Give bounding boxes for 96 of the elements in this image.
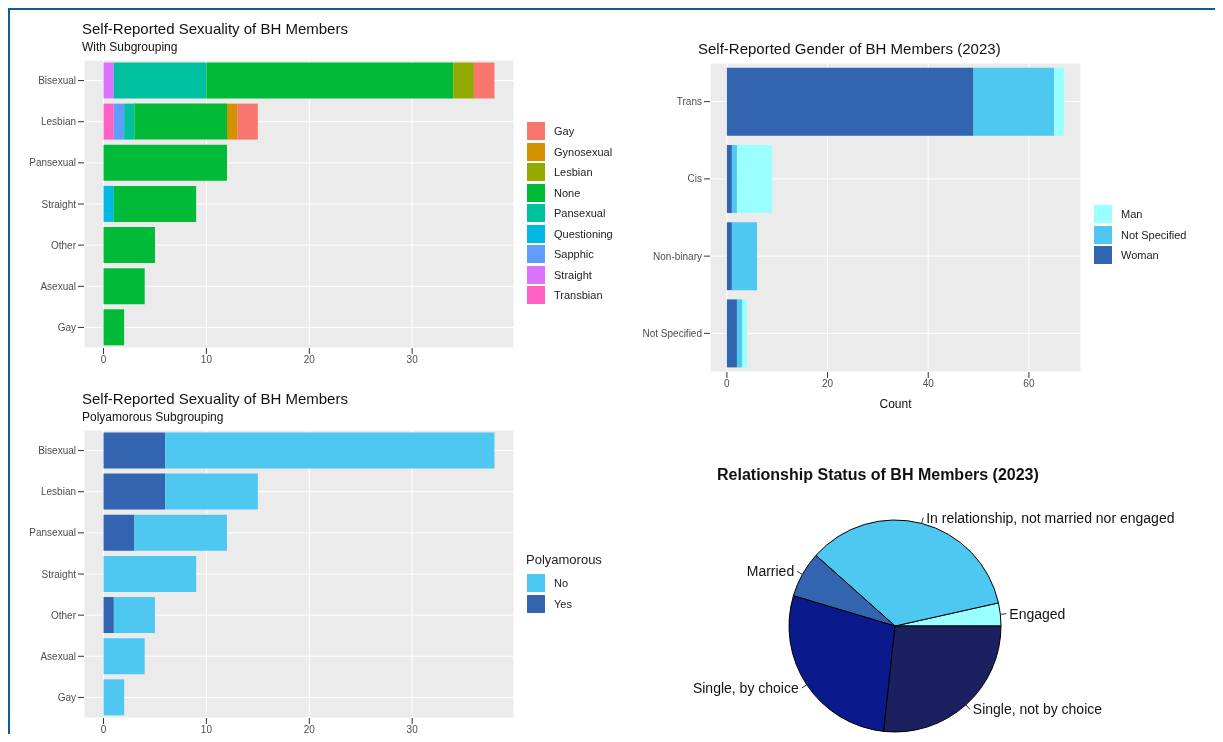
legend-label: Straight: [554, 268, 592, 281]
x-tick-label: 0: [100, 354, 107, 366]
bar: [103, 227, 155, 264]
bar: [237, 103, 258, 140]
bar: [113, 185, 197, 222]
y-tick-label: Lesbian: [40, 116, 76, 128]
slice-label: Engaged: [1009, 605, 1066, 622]
bar: [103, 309, 125, 346]
legend-label: Man: [1121, 208, 1143, 220]
slice-label: Single, not by choice: [972, 701, 1103, 718]
y-tick-label: Not Specified: [642, 327, 702, 339]
legend-title: Polyamorous: [526, 552, 602, 567]
bar: [741, 299, 747, 368]
bar: [453, 62, 474, 99]
y-tick-label: Bisexual: [38, 445, 76, 457]
legend-label: None: [554, 186, 581, 199]
bar: [103, 62, 114, 99]
chart-title: Relationship Status of BH Members (2023): [716, 466, 1040, 484]
bar: [731, 222, 758, 291]
bar: [726, 144, 732, 213]
bar: [103, 638, 145, 675]
y-tick-label: Pansexual: [29, 527, 76, 539]
bar: [103, 268, 145, 305]
legend-label: No: [554, 577, 569, 590]
slice-label: In relationship, not married nor engaged: [926, 509, 1175, 526]
y-tick-label: Trans: [676, 96, 702, 108]
legend-label: Not Specified: [1121, 228, 1187, 241]
x-tick-label: 60: [1023, 378, 1035, 390]
chart-subtitle: Polyamorous Subgrouping: [82, 410, 225, 424]
x-tick-label: 20: [303, 724, 316, 736]
bar: [165, 473, 258, 510]
x-tick-label: 10: [200, 724, 213, 736]
x-tick-label: 0: [724, 378, 731, 390]
chart-subtitle: With Subgrouping: [82, 40, 179, 54]
bar: [726, 67, 974, 136]
bar: [226, 103, 238, 140]
y-tick-label: Gay: [57, 691, 76, 703]
bar: [473, 62, 495, 99]
x-tick-label: 40: [922, 378, 935, 390]
y-tick-label: Cis: [687, 173, 702, 185]
bar: [103, 432, 166, 469]
y-tick-label: Other: [50, 609, 77, 621]
x-tick-label: 30: [406, 724, 419, 736]
y-tick-label: Other: [50, 239, 77, 251]
y-tick-label: Asexual: [40, 280, 76, 292]
legend-label: Yes: [554, 597, 572, 610]
legend-label: Sapphic: [554, 248, 594, 260]
bar: [726, 222, 732, 291]
bar: [103, 103, 114, 140]
x-tick-label: 10: [200, 354, 213, 366]
x-tick-label: 0: [100, 724, 107, 736]
bar: [103, 679, 125, 716]
y-tick-label: Lesbian: [40, 486, 76, 498]
chart-title: Self-Reported Sexuality of BH Members: [82, 20, 349, 37]
x-axis-title: Count: [879, 397, 913, 411]
y-tick-label: Asexual: [40, 650, 76, 662]
bar: [103, 185, 114, 222]
legend-label: Lesbian: [554, 166, 593, 178]
bar: [206, 62, 454, 99]
bar: [113, 62, 207, 99]
bar: [731, 144, 737, 213]
y-tick-label: Non-binary: [653, 250, 702, 262]
bar: [736, 299, 742, 368]
y-tick-label: Pansexual: [29, 157, 76, 169]
bar: [134, 514, 227, 551]
bar: [124, 103, 135, 140]
chart-title: Self-Reported Gender of BH Members (2023): [698, 40, 1002, 57]
legend-label: Woman: [1121, 249, 1159, 261]
legend-label: Gynosexual: [554, 145, 613, 158]
x-tick-label: 30: [406, 354, 419, 366]
bar: [103, 144, 227, 181]
x-tick-label: 20: [821, 378, 834, 390]
bar: [103, 597, 114, 634]
bar: [973, 67, 1055, 136]
bar: [1054, 67, 1065, 136]
bar: [134, 103, 227, 140]
bar: [165, 432, 495, 469]
chart-title: Self-Reported Sexuality of BH Members: [82, 390, 349, 407]
bar: [103, 555, 197, 592]
x-tick-label: 20: [303, 354, 316, 366]
bar: [113, 103, 125, 140]
y-tick-label: Straight: [41, 198, 77, 210]
bar: [736, 144, 773, 213]
slice-label: Single, by choice: [692, 680, 799, 697]
bar: [113, 597, 155, 634]
bar: [103, 473, 166, 510]
y-tick-label: Bisexual: [38, 75, 76, 87]
legend-label: Gay: [554, 125, 575, 137]
slice-label: Married: [746, 563, 795, 580]
legend-label: Questioning: [554, 227, 613, 240]
legend-label: Pansexual: [554, 207, 606, 219]
legend-label: Transbian: [554, 289, 603, 301]
y-tick-label: Gay: [57, 321, 76, 333]
bar: [103, 514, 135, 551]
y-tick-label: Straight: [41, 568, 77, 580]
bar: [726, 299, 737, 368]
